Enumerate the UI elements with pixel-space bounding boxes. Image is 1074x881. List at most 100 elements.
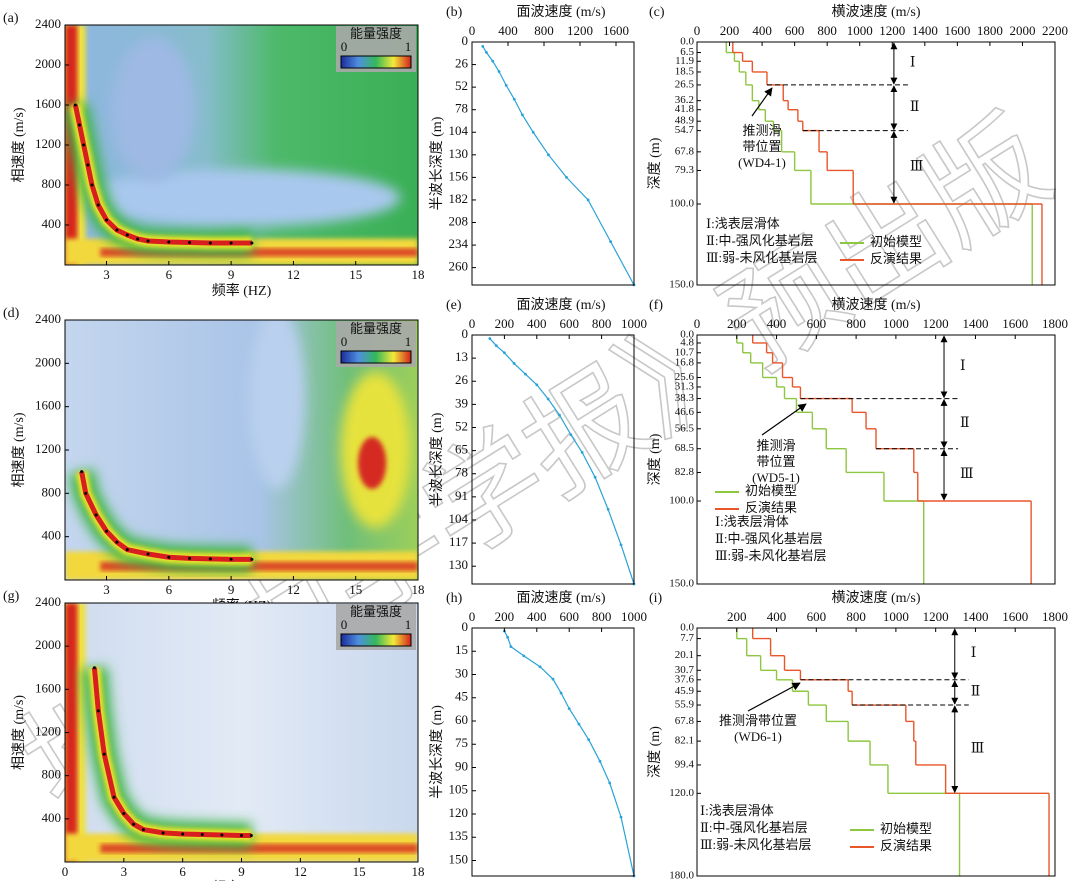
- dispersion-curve: [482, 46, 635, 286]
- zone-note: Ⅱ:中-强风化基岩层: [715, 531, 823, 546]
- x-tick-label: 1000: [883, 609, 909, 624]
- y-tick-label: 37.6: [675, 673, 695, 685]
- y-tick-label: 135: [449, 828, 469, 843]
- y-tick-label: 2400: [35, 311, 61, 326]
- curve-point: [559, 691, 563, 695]
- picked-point: [200, 832, 204, 836]
- curve-point: [598, 759, 602, 763]
- picked-point: [240, 834, 243, 838]
- y-tick-label: 0.0: [680, 329, 694, 341]
- curve-point: [538, 665, 542, 669]
- picked-point: [136, 237, 140, 241]
- picked-point: [96, 709, 100, 713]
- y-tick-label: 2000: [35, 56, 61, 71]
- curve-point: [551, 677, 555, 681]
- y-tick-label: 55.9: [675, 699, 695, 711]
- x-tick-label: 800: [817, 23, 837, 38]
- y-axis-label: 半波长深度 (m): [429, 116, 445, 210]
- curve-point: [485, 51, 488, 54]
- y-tick-label: 13: [455, 349, 468, 364]
- y-tick-label: 18.5: [675, 66, 695, 78]
- picked-point: [249, 834, 253, 838]
- x-tick-label: 6: [179, 864, 186, 879]
- y-tick-label: 30: [455, 665, 468, 680]
- y-tick-label: 120.0: [669, 787, 694, 799]
- y-tick-label: 400: [42, 810, 62, 825]
- plot-frame: [696, 334, 1056, 585]
- curve-point: [586, 198, 590, 202]
- curve-point: [521, 113, 524, 117]
- legend-label: 初始模型: [745, 483, 797, 498]
- legend-label: 初始模型: [880, 821, 932, 836]
- y-tick-label: 156: [449, 168, 469, 183]
- y-tick-label: 1200: [35, 723, 61, 738]
- x-tick-label: 0: [469, 316, 476, 331]
- y-tick-label: 25.6: [675, 371, 695, 383]
- legend-label: 初始模型: [870, 234, 922, 249]
- curve-point: [558, 413, 561, 417]
- picked-point: [115, 228, 119, 232]
- x-tick-label: 1000: [621, 316, 647, 331]
- picked-point: [146, 552, 150, 556]
- y-tick-label: 52: [455, 78, 468, 93]
- x-tick-label: 1600: [944, 23, 970, 38]
- dispersion-curve: [489, 338, 635, 585]
- x-tick-label: 3: [103, 582, 110, 597]
- picked-point: [125, 548, 129, 552]
- y-tick-label: 4.8: [680, 336, 694, 348]
- x-tick-label: 1400: [912, 23, 938, 38]
- energy-zone: [65, 603, 78, 862]
- legend-label: 反演结果: [880, 838, 932, 853]
- y-tick-label: 99.4: [675, 758, 695, 770]
- energy-zone: [110, 37, 196, 181]
- energy-zone: [100, 248, 418, 257]
- y-axis-label: 半波长深度 (m): [429, 705, 445, 799]
- x-tick-label: 1400: [962, 609, 988, 624]
- x-tick-label: 1600: [1002, 609, 1028, 624]
- curve-point: [494, 344, 498, 348]
- energy-ridge: [72, 104, 252, 246]
- legend-label: 反演结果: [745, 500, 797, 515]
- curve-point: [606, 507, 610, 511]
- panel-label: (h): [446, 591, 463, 606]
- curve-point: [524, 372, 527, 376]
- y-tick-label: 150.0: [669, 578, 694, 590]
- x-tick-label: 6: [166, 267, 173, 282]
- zone-label: Ⅲ: [960, 467, 974, 482]
- colorbar: [340, 55, 412, 69]
- picked-point: [102, 752, 106, 756]
- y-tick-label: 2000: [35, 354, 61, 369]
- picked-point: [250, 557, 254, 561]
- y-tick-label: 78: [455, 465, 468, 480]
- curve-point: [609, 240, 612, 244]
- x-tick-label: 400: [767, 609, 787, 624]
- x-tick-label: 2200: [1042, 23, 1068, 38]
- y-tick-label: 2400: [35, 16, 61, 31]
- y-tick-label: 0: [462, 33, 469, 48]
- y-tick-label: 65: [455, 442, 468, 457]
- picked-point: [84, 491, 88, 495]
- y-tick-label: 1200: [35, 136, 61, 151]
- y-tick-label: 56.5: [675, 422, 695, 434]
- curve-point: [619, 543, 623, 547]
- y-tick-label: 39: [455, 395, 468, 410]
- curve-point: [522, 654, 526, 658]
- picked-point: [161, 831, 165, 835]
- x-tick-label: 600: [559, 316, 579, 331]
- x-tick-label: 0: [469, 609, 476, 624]
- x-tick-label: 12: [287, 582, 300, 597]
- y-tick-label: 79.3: [675, 164, 695, 176]
- curve-point: [593, 475, 597, 479]
- y-tick-label: 52: [455, 418, 468, 433]
- x-tick-label: 12: [287, 267, 300, 282]
- y-axis-label: 相速度 (m/s): [11, 695, 27, 770]
- x-axis-label: 频率 (HZ): [212, 282, 272, 299]
- curve-point: [531, 130, 535, 134]
- zone-label: Ⅰ: [971, 646, 977, 661]
- y-tick-label: 117: [449, 534, 469, 549]
- x-tick-label: 1800: [1042, 316, 1068, 331]
- energy-zone: [100, 561, 418, 571]
- y-tick-label: 36.2: [675, 94, 694, 106]
- y-tick-label: 6.5: [680, 46, 694, 58]
- x-tick-label: 600: [559, 609, 579, 624]
